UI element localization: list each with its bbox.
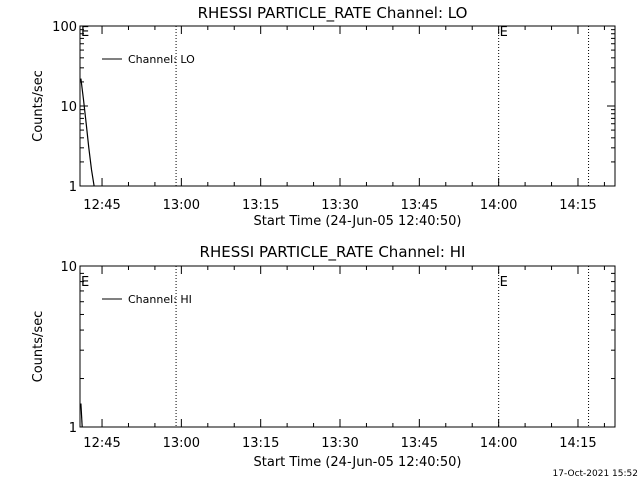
chart-title: RHESSI PARTICLE_RATE Channel: LO <box>198 4 468 23</box>
x-tick-label: 13:30 <box>321 436 358 451</box>
x-axis-label: Start Time (24-Jun-05 12:40:50) <box>254 455 462 470</box>
series-line <box>80 78 95 186</box>
x-tick-label: 14:15 <box>559 198 596 213</box>
series-line <box>80 403 83 427</box>
y-axis-label: Counts/sec <box>31 70 46 142</box>
plot-frame <box>79 25 616 187</box>
y-tick-label: 10 <box>60 260 77 275</box>
plot-frame <box>79 265 616 428</box>
x-tick-label: 13:30 <box>321 198 358 213</box>
y-axis-label: Counts/sec <box>31 311 46 383</box>
x-axis-label: Start Time (24-Jun-05 12:40:50) <box>254 214 462 229</box>
event-marker: E <box>500 25 508 40</box>
x-tick-label: 12:45 <box>83 198 120 213</box>
x-tick-label: 13:00 <box>163 436 200 451</box>
x-tick-label: 13:45 <box>401 198 438 213</box>
x-tick-label: 13:15 <box>242 198 279 213</box>
start-marker: E <box>81 25 89 40</box>
x-tick-label: 12:45 <box>83 436 120 451</box>
y-tick-label: 10 <box>60 100 77 115</box>
x-tick-label: 13:15 <box>242 436 279 451</box>
x-tick-label: 14:15 <box>559 436 596 451</box>
y-tick-label: 1 <box>69 180 77 195</box>
y-tick-label: 100 <box>52 20 77 35</box>
legend-label: Channel: LO <box>128 53 195 66</box>
y-tick-label: 1 <box>69 421 77 436</box>
chart-title: RHESSI PARTICLE_RATE Channel: HI <box>200 243 466 262</box>
x-tick-label: 14:00 <box>480 198 517 213</box>
start-marker: E <box>81 275 89 290</box>
x-tick-label: 13:45 <box>401 436 438 451</box>
x-tick-label: 13:00 <box>163 198 200 213</box>
legend-label: Channel: HI <box>128 293 192 306</box>
x-tick-label: 14:00 <box>480 436 517 451</box>
footer-timestamp: 17-Oct-2021 15:52 <box>553 469 638 479</box>
event-marker: E <box>500 275 508 290</box>
